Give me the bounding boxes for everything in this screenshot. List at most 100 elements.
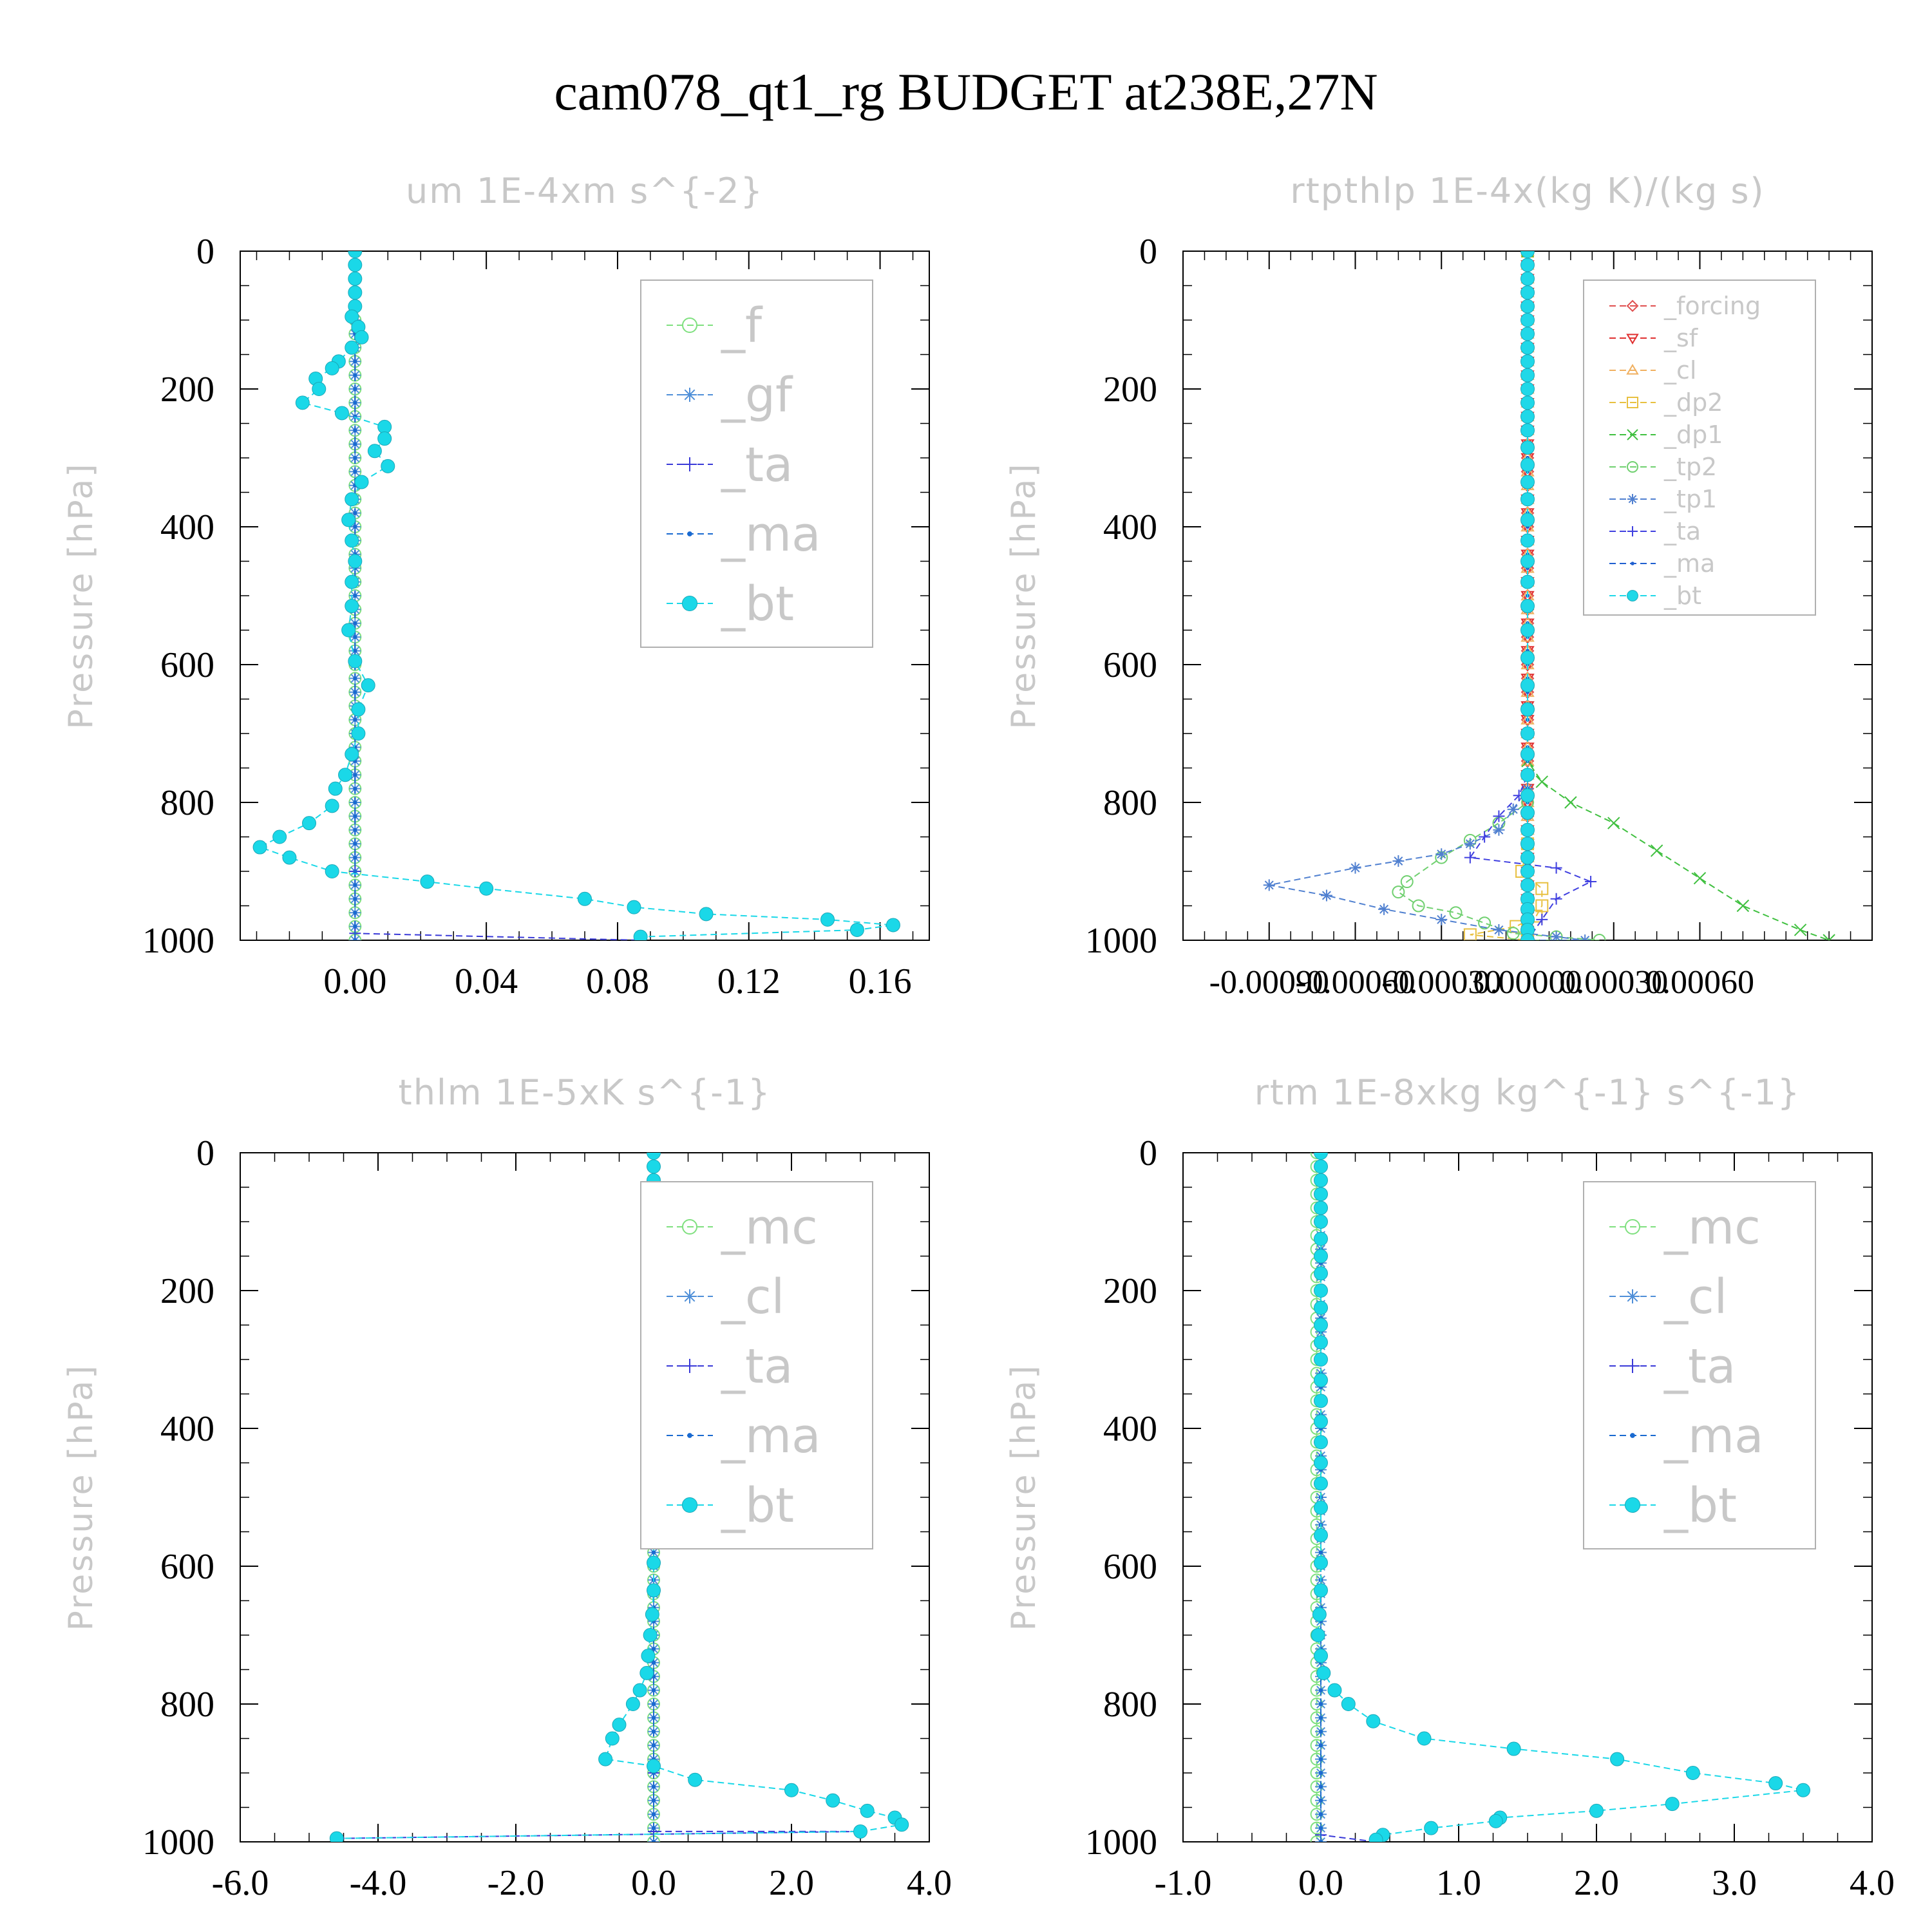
panel-4-series-bt-point xyxy=(1314,1455,1328,1470)
panel-3-series-bt-point xyxy=(647,1555,661,1570)
panel-1-series-bt-point xyxy=(361,678,375,693)
panel-4-series-ma-point xyxy=(1318,1826,1323,1830)
panel-4-series-bt-point xyxy=(1314,1528,1328,1542)
panel-4-series-ma-point xyxy=(1318,1770,1323,1776)
panel-1-series-bt-point xyxy=(627,900,641,914)
panel-3-series-ma-point xyxy=(651,1729,656,1734)
panel-2-series-ta-point xyxy=(1493,810,1505,822)
panel-4-series-bt-point xyxy=(1314,1649,1328,1663)
panel-1-series-bt-point xyxy=(325,799,339,813)
panel-1-series-bt-point xyxy=(338,768,353,782)
panel-1-ylabel: Pressure [hPa] xyxy=(62,462,100,730)
panel-1-legend-label-gf: _gf xyxy=(721,368,793,423)
panel-3-title: thlm 1E-5xK s^{-1} xyxy=(399,1072,772,1113)
panel-4-series-bt-point xyxy=(1314,1583,1328,1598)
panel-4-ytick-label: 0 xyxy=(1139,1133,1157,1173)
panel-4-series-bt-point xyxy=(1327,1683,1342,1698)
panel-3-series-bt-point xyxy=(784,1783,799,1797)
panel-1-series-bt-point xyxy=(348,654,363,668)
panel-1-series-ma-point xyxy=(353,786,357,791)
panel-4-series-bt-point xyxy=(1314,1555,1328,1570)
panel-1-series-bt-point xyxy=(849,922,864,937)
panel-3-ylabel: Pressure [hPa] xyxy=(62,1364,100,1631)
panel-1-legend-label-ma: _ma xyxy=(721,507,820,562)
panel-4-series-bt-point xyxy=(1589,1803,1604,1818)
panel-3-series-bt-point xyxy=(605,1731,620,1746)
panel-3-ytick-label: 1000 xyxy=(142,1823,214,1862)
panel-2-xtick-label: -0.00030 xyxy=(1381,964,1501,1001)
panel-1-series-ma-point xyxy=(353,469,357,474)
panel-4-xtick-label: 3.0 xyxy=(1712,1863,1757,1903)
panel-1-series-bt-point xyxy=(351,726,366,741)
panel-2-legend-label-tp2: _tp2 xyxy=(1663,453,1717,481)
panel-1-series-bt-point xyxy=(345,747,359,762)
panel-3-series-bt-point xyxy=(826,1793,840,1808)
panel-2-series-bt-point xyxy=(1520,747,1535,762)
panel-3-ytick-label: 0 xyxy=(196,1133,214,1173)
panel-2-series-dp1-point xyxy=(1693,871,1707,885)
panel-3-series-bt-point xyxy=(643,1628,658,1642)
panel-4-series-bt-point xyxy=(1314,1159,1328,1174)
panel-4-series-bt-point xyxy=(1768,1776,1783,1791)
panel-2-series-bt-point xyxy=(1520,492,1535,507)
panel-2-legend-label-cl: _cl xyxy=(1663,356,1696,384)
panel-1-series-ma-point xyxy=(353,690,357,694)
panel-2-legend-label-tp1: _tp1 xyxy=(1663,485,1717,513)
panel-1-series-bt-point xyxy=(479,881,494,896)
panel-1-series-bt-point xyxy=(354,475,369,489)
panel-4-series-bt-point xyxy=(1341,1697,1356,1711)
panel-3-legend-label-ta: _ta xyxy=(721,1339,793,1394)
panel-2-series-tp2-point xyxy=(1506,927,1520,940)
panel-4-series-bt-point xyxy=(1488,1814,1503,1828)
panel-3-series-ma-point xyxy=(651,1826,656,1830)
panel-1-series-bt-point xyxy=(272,829,287,844)
panel-3-series-bt-point xyxy=(645,1607,659,1622)
panel-4-series-bt-point xyxy=(1506,1741,1521,1756)
panel-4-series-ma-point xyxy=(1318,1688,1323,1692)
panel-4-series-bt-point xyxy=(1314,1187,1328,1202)
panel-3-legend-marker-ma xyxy=(687,1433,692,1438)
panel-3-series-bt-point xyxy=(895,1817,909,1832)
panel-2-series-bt-point xyxy=(1520,533,1535,548)
panel-4-series-bt-point xyxy=(1311,1628,1325,1642)
panel-4-xtick-label: 0.0 xyxy=(1298,1863,1343,1903)
panel-2-series-bt-point xyxy=(1520,258,1535,272)
panel-2-series-dp2-point xyxy=(1463,928,1477,940)
panel-2-legend-label-ta: _ta xyxy=(1663,517,1701,545)
panel-1-xtick-label: 0.04 xyxy=(455,961,518,1001)
panel-2-series-bt-point xyxy=(1520,409,1535,424)
panel-1-series-ma-point xyxy=(353,428,357,433)
panel-3-ytick-label: 200 xyxy=(160,1271,214,1311)
panel-1-series-ma-point xyxy=(353,773,357,777)
panel-4-series-bt-point xyxy=(1314,1283,1328,1298)
panel-4-xtick-label: -1.0 xyxy=(1155,1863,1212,1903)
panel-3-series-ma-point xyxy=(651,1701,656,1707)
panel-1-series-ma-point xyxy=(353,855,357,860)
panel-2-xtick-label: 0.00030 xyxy=(1559,964,1668,1001)
panel-2-ytick-label: 200 xyxy=(1103,370,1157,410)
panel-2-series-bt-point xyxy=(1520,299,1535,314)
panel-2-legend-marker-ma xyxy=(1631,562,1634,565)
panel-2-series-bt-point xyxy=(1520,395,1535,410)
panel-1-ytick-label: 200 xyxy=(160,370,214,410)
panel-1-series-ma-point xyxy=(353,828,357,832)
panel-3-series-ma-point xyxy=(651,1743,656,1748)
panel-2-series-ta-point xyxy=(1479,831,1491,843)
panel-3-series-ma-point xyxy=(651,1647,656,1651)
panel-3-series-ma-point xyxy=(651,1812,656,1817)
panel-3-ytick-label: 400 xyxy=(160,1409,214,1449)
panel-4-legend-label-ma: _ma xyxy=(1663,1408,1763,1464)
panel-3-ytick-label: 800 xyxy=(160,1685,214,1725)
panel-3-series-ma-point xyxy=(651,1839,656,1842)
panel-3-legend-label-ma: _ma xyxy=(721,1408,820,1464)
panel-2-legend-label-forcing: _forcing xyxy=(1663,292,1761,320)
panel-1-series-bt-point xyxy=(302,816,316,831)
panel-2-series-tp1-point xyxy=(1320,889,1332,902)
panel-4-ylabel: Pressure [hPa] xyxy=(1005,1364,1043,1631)
panel-2-series-bt-point xyxy=(1520,513,1535,527)
panel-1-series-ma-point xyxy=(353,359,357,364)
panel-1: um 1E-4xm s^{-2} Pressure [hPa] 0 200 400 600… xyxy=(62,171,930,1001)
panel-1-series-ma-point xyxy=(353,924,357,929)
panel-4-legend-label-ta: _ta xyxy=(1663,1339,1736,1394)
